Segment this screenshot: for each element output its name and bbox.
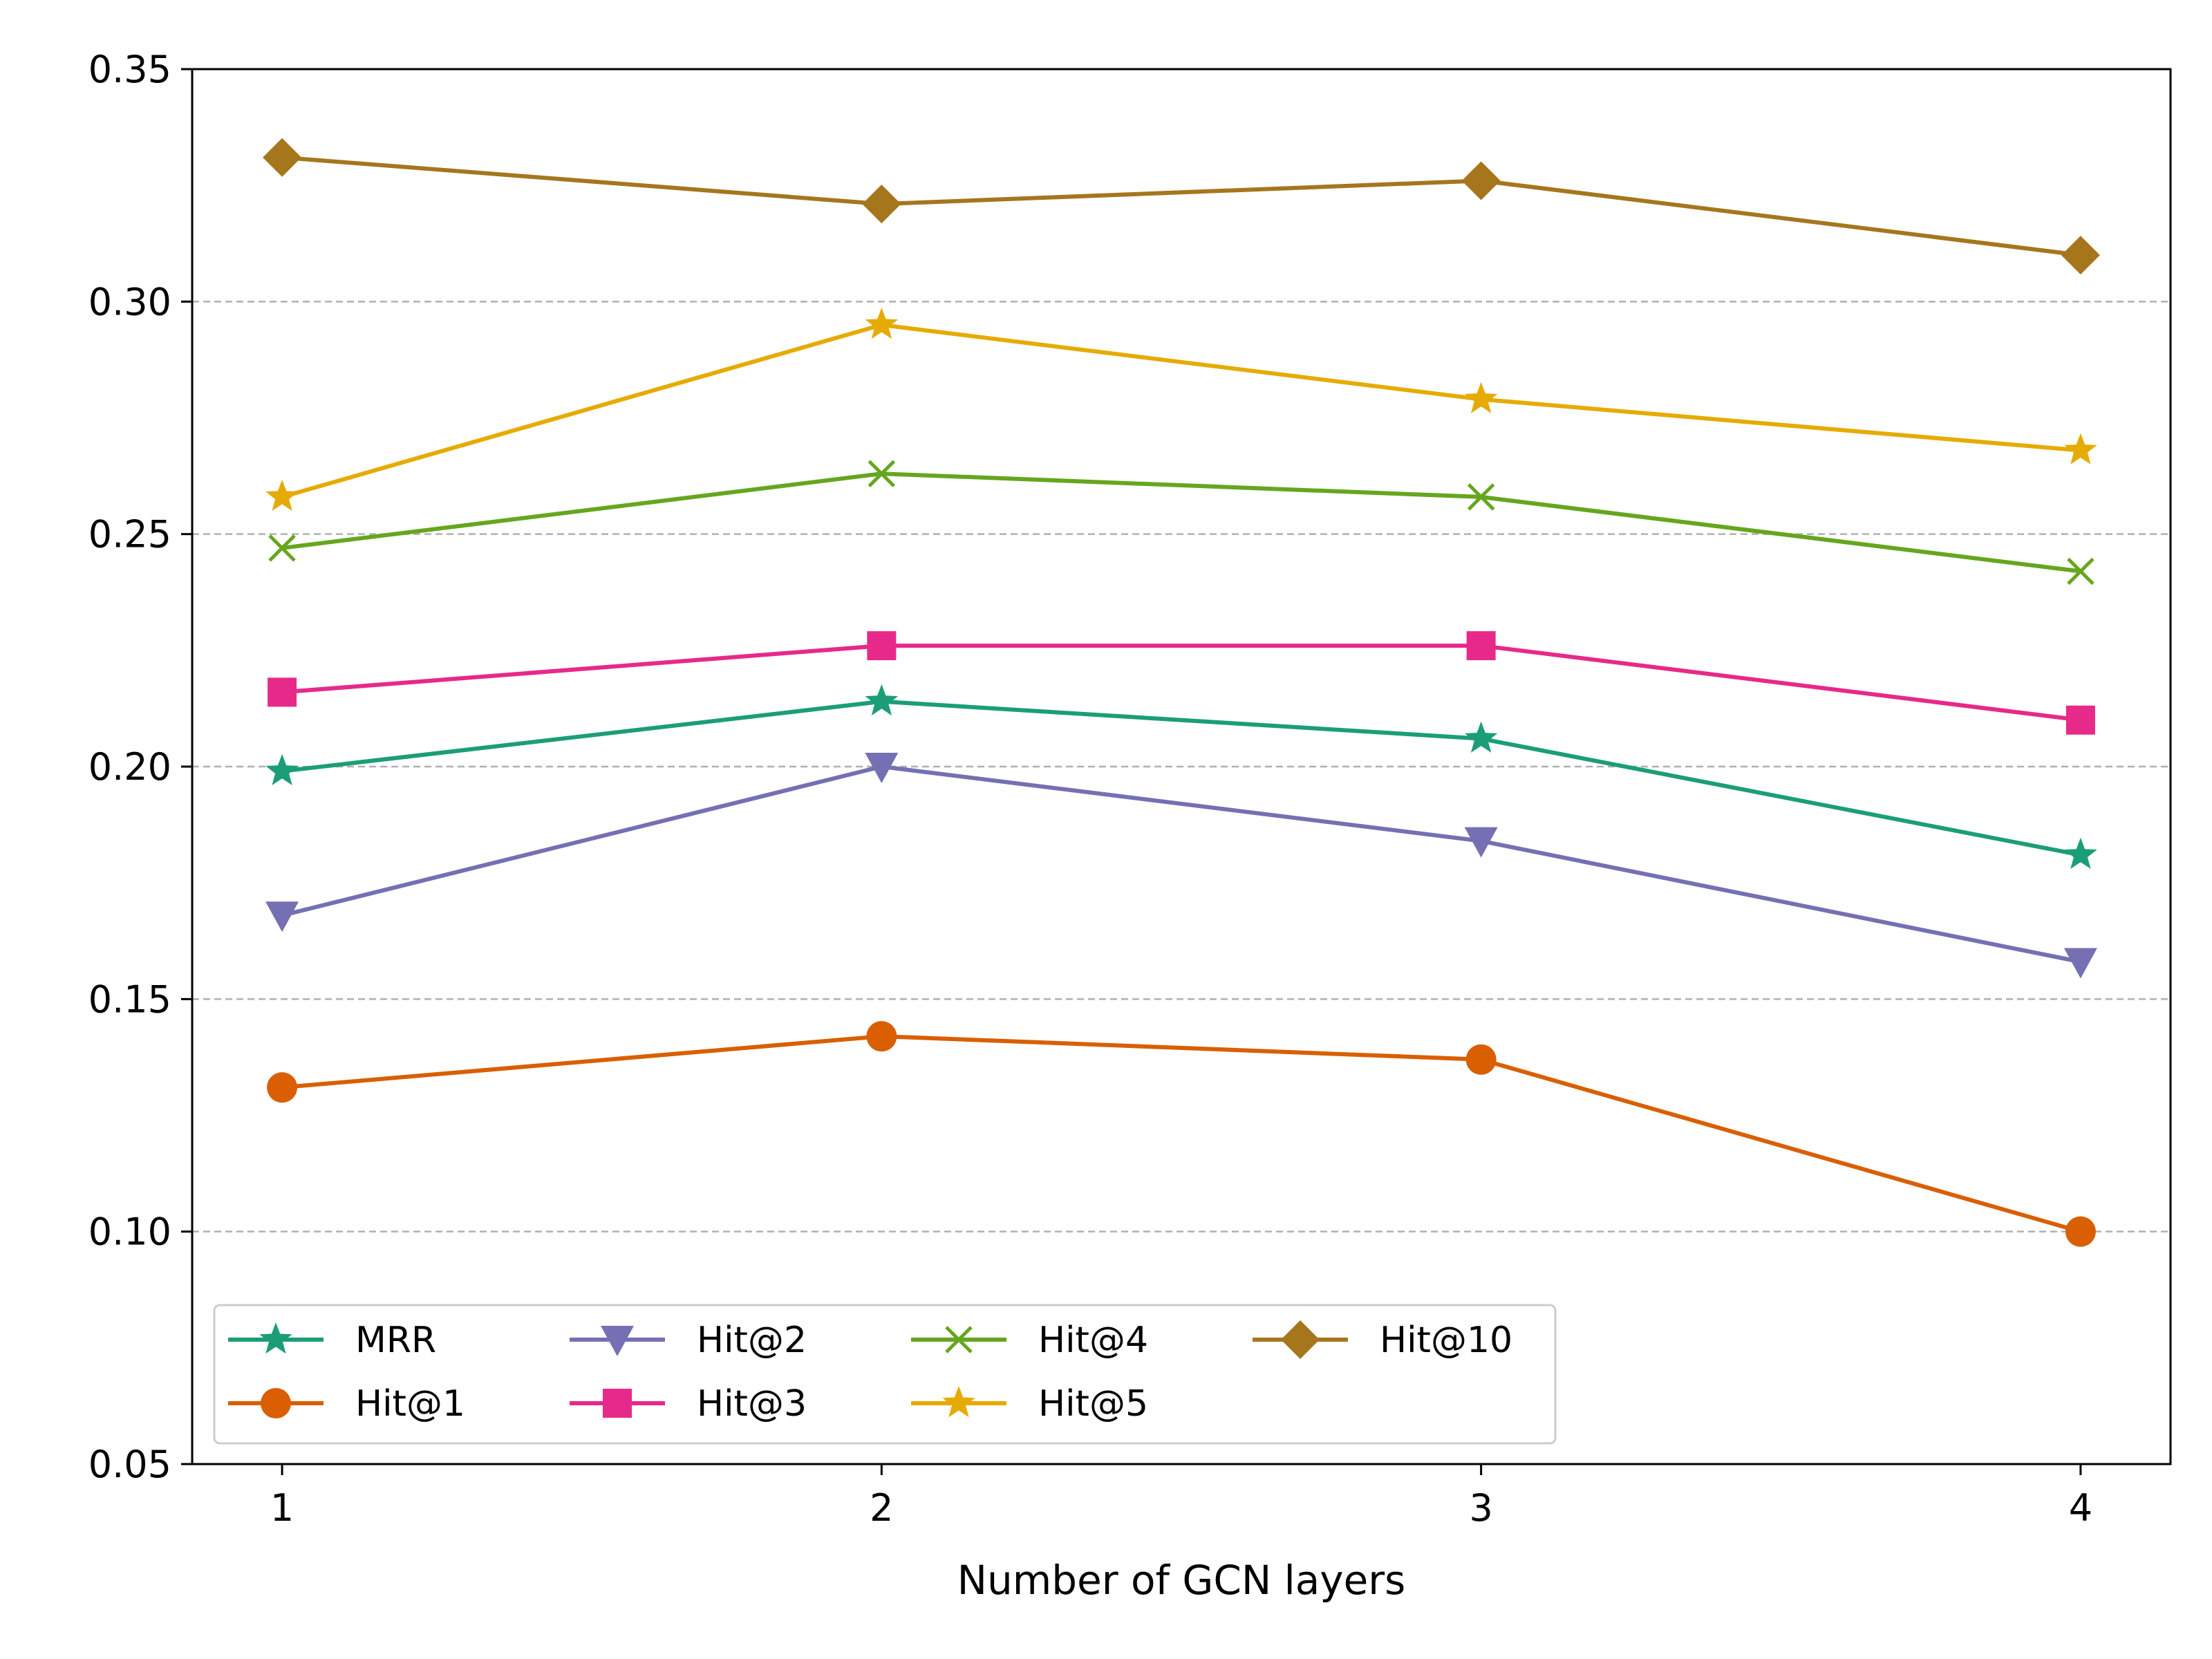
- data-point-mrr: [1464, 721, 1498, 753]
- legend-item-hit-1: Hit@1: [228, 1383, 465, 1425]
- data-point-hit-10: [263, 138, 302, 177]
- data-point-hit-1: [267, 1072, 298, 1103]
- x-marker-stroke: [945, 1326, 973, 1353]
- data-point-hit-3: [1466, 631, 1496, 661]
- legend-item-mrr: MRR: [228, 1320, 436, 1361]
- series-line-hit-2: [281, 765, 2081, 964]
- series-hit-10: [263, 138, 2100, 275]
- series-line-hit-10: [281, 155, 2081, 258]
- data-point-hit-10: [2061, 236, 2100, 275]
- data-point-hit-2: [1464, 827, 1498, 858]
- legend-item-hit-10: Hit@10: [1253, 1320, 1512, 1361]
- y-tick-label: 0.15: [88, 977, 171, 1021]
- data-point-hit-10: [1461, 161, 1501, 200]
- legend-label: Hit@4: [1038, 1320, 1148, 1361]
- data-point-mrr: [865, 684, 899, 716]
- legend-label: Hit@2: [697, 1320, 807, 1361]
- data-point-hit-2: [2063, 948, 2097, 979]
- data-point-hit-10: [862, 185, 901, 224]
- x-marker-stroke: [2067, 557, 2094, 585]
- data-point-hit-1: [1465, 1044, 1497, 1075]
- series-line-hit-1: [281, 1034, 2081, 1234]
- legend: MRR Hit@1 Hit@2 Hit@3 Hit@4 Hit@5 Hit@10: [213, 1304, 1557, 1445]
- legend-marker: [603, 1389, 632, 1418]
- y-axis: 0.05 0.10 0.15 0.20 0.25 0.30 0.35: [88, 48, 192, 1486]
- y-tick-label: 0.05: [88, 1443, 171, 1486]
- legend-label: Hit@1: [355, 1383, 465, 1425]
- legend-label: Hit@3: [697, 1383, 807, 1425]
- legend-item-hit-3: Hit@3: [570, 1383, 807, 1425]
- y-tick-label: 0.10: [88, 1210, 171, 1254]
- x-axis-label: Number of GCN layers: [957, 1557, 1406, 1604]
- legend-label: MRR: [355, 1320, 436, 1361]
- data-point-hit-4: [1467, 483, 1495, 511]
- series-hit-1: [267, 1021, 2096, 1247]
- x-marker-stroke: [268, 534, 296, 562]
- series-line-hit-3: [281, 644, 2081, 722]
- x-tick-label: 1: [270, 1486, 294, 1530]
- data-point-hit-3: [867, 631, 897, 661]
- y-tick-label: 0.20: [88, 745, 171, 789]
- series-hit-5: [265, 308, 2097, 512]
- gridlines: [192, 301, 2171, 1232]
- x-axis: 1 2 3 4: [270, 1464, 2092, 1530]
- x-tick-label: 2: [870, 1486, 893, 1530]
- series-line-hit-5: [281, 323, 2081, 499]
- data-point-hit-4: [268, 534, 296, 562]
- data-point-hit-4: [2067, 557, 2094, 585]
- legend-item-hit-2: Hit@2: [570, 1320, 807, 1361]
- legend-item-hit-4: Hit@4: [911, 1320, 1148, 1361]
- legend-marker: [1281, 1320, 1320, 1359]
- data-point-mrr: [2064, 837, 2097, 869]
- series-hit-2: [265, 753, 2097, 979]
- y-tick-label: 0.35: [88, 48, 171, 91]
- data-point-hit-5: [265, 479, 299, 512]
- series-mrr: [265, 684, 2097, 869]
- legend-item-hit-5: Hit@5: [911, 1383, 1148, 1425]
- legend-marker: [261, 1388, 291, 1418]
- y-tick-label: 0.25: [88, 513, 171, 556]
- series-hit-3: [268, 631, 2095, 735]
- data-point-hit-2: [865, 753, 899, 783]
- data-point-hit-3: [268, 677, 297, 707]
- data-point-hit-4: [868, 460, 896, 487]
- data-point-hit-3: [2065, 705, 2095, 735]
- y-tick-label: 0.30: [88, 280, 171, 324]
- series-lines: [263, 138, 2100, 1247]
- data-point-hit-5: [2064, 433, 2097, 465]
- legend-marker: [945, 1326, 973, 1353]
- legend-label: Hit@5: [1038, 1383, 1148, 1425]
- series-hit-4: [268, 460, 2094, 585]
- legend-marker: [601, 1326, 634, 1356]
- data-point-hit-1: [2065, 1216, 2096, 1247]
- x-marker-stroke: [868, 460, 896, 487]
- data-point-hit-5: [865, 308, 899, 339]
- x-marker-stroke: [1467, 483, 1495, 511]
- legend-box: [213, 1304, 1557, 1445]
- data-point-hit-2: [265, 901, 299, 932]
- legend-marker: [942, 1386, 975, 1418]
- series-line-mrr: [281, 699, 2081, 857]
- x-tick-label: 3: [1469, 1486, 1492, 1530]
- series-line-hit-4: [281, 471, 2081, 574]
- x-tick-label: 4: [2069, 1486, 2092, 1530]
- data-point-mrr: [265, 753, 299, 785]
- data-point-hit-5: [1464, 382, 1498, 413]
- data-point-hit-1: [866, 1021, 897, 1052]
- legend-marker: [259, 1322, 292, 1354]
- legend-label: Hit@10: [1380, 1320, 1512, 1361]
